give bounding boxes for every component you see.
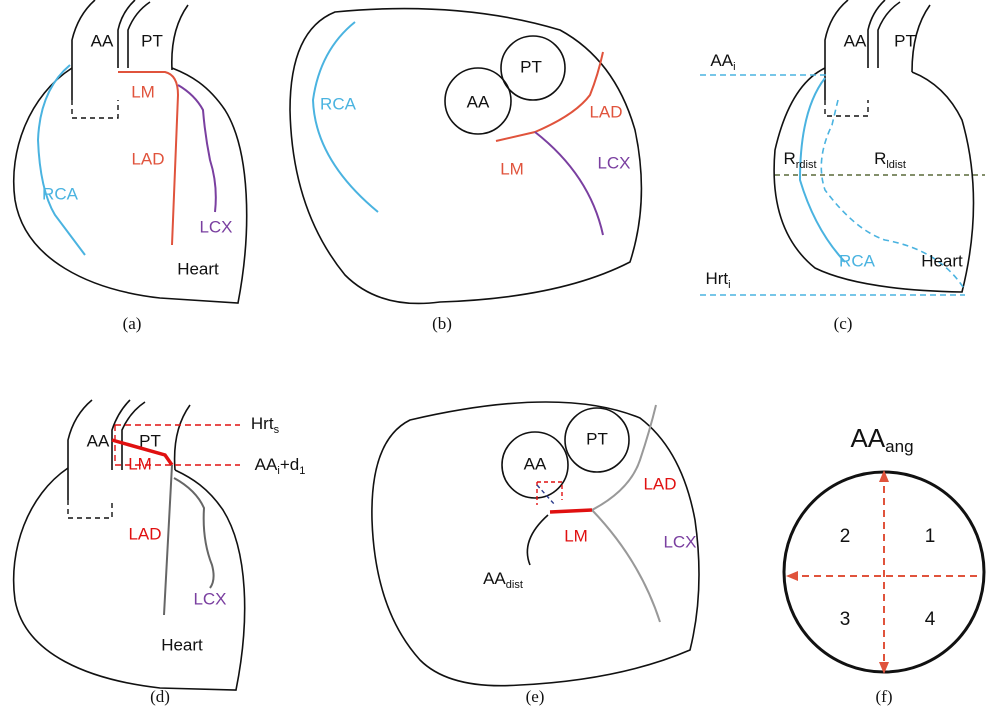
label: LAD (589, 102, 622, 121)
caption: (c) (834, 314, 853, 333)
panel-f: AAang 2 1 3 4 (f) (784, 423, 984, 706)
label: PT (894, 31, 916, 50)
caption: (d) (150, 687, 170, 706)
panel-d: AA PT Hrts LM AAi+d1 LAD LCX Heart (d) (14, 400, 306, 706)
shape (72, 0, 188, 100)
label: LM (564, 526, 588, 545)
caption: (e) (526, 687, 545, 706)
label: 2 (840, 526, 851, 547)
label: LCX (597, 153, 630, 172)
shape (72, 100, 118, 118)
label-base: AA (483, 569, 506, 588)
shape (825, 100, 868, 116)
caption: (f) (876, 687, 893, 706)
shape (38, 65, 85, 255)
shape (372, 402, 699, 686)
label-base: Hrt (251, 414, 274, 433)
label: AAi+d1 (255, 455, 306, 476)
caption: (a) (123, 314, 142, 333)
label: Hrti (705, 269, 730, 290)
label: AA (844, 31, 867, 50)
shape (790, 474, 978, 670)
label: AA (91, 31, 114, 50)
label: PT (520, 57, 542, 76)
label: LAD (128, 524, 161, 543)
shape (786, 470, 889, 674)
label: AAdist (483, 569, 523, 590)
label-sub: 1 (299, 465, 305, 477)
label-sub: s (274, 424, 280, 436)
panel-b: RCA AA PT LAD LM LCX (b) (290, 9, 641, 333)
figure: AA PT LM LAD RCA LCX Heart (a) RCA AA PT… (0, 0, 987, 713)
label: Rrdist (783, 149, 816, 170)
label-base: AA (850, 423, 885, 453)
panel-e: AA PT LAD LM LCX AAdist (e) (372, 402, 699, 706)
label: AA (467, 92, 490, 111)
label: RCA (320, 94, 357, 113)
label-base: AA (255, 455, 278, 474)
label: 1 (925, 526, 936, 547)
label: LM (500, 159, 524, 178)
label: 3 (840, 609, 851, 630)
label: PT (586, 429, 608, 448)
label: PT (139, 431, 161, 450)
shape (550, 510, 592, 512)
label: AA (87, 431, 110, 450)
panel-c: AAi AA PT Rrdist Rldist RCA Heart Hrti (… (700, 0, 985, 333)
label: RCA (839, 251, 876, 270)
shape (537, 485, 555, 505)
label: Heart (161, 635, 203, 654)
label-sub: dist (506, 579, 523, 591)
shape (535, 132, 603, 235)
label: Hrts (251, 414, 280, 435)
label: LCX (199, 217, 232, 236)
label: Rldist (874, 149, 906, 170)
caption: (b) (432, 314, 452, 333)
label: Heart (921, 251, 963, 270)
label-sub: i (728, 279, 730, 291)
shape (313, 22, 378, 212)
shape (14, 468, 245, 690)
label-base: R (783, 149, 795, 168)
label: LAD (131, 149, 164, 168)
label: 4 (925, 609, 936, 630)
label: PT (141, 31, 163, 50)
label-sub: ang (885, 437, 913, 456)
label: LCX (663, 532, 696, 551)
label: RCA (42, 184, 79, 203)
label-sub: rdist (796, 159, 817, 171)
panel-a: AA PT LM LAD RCA LCX Heart (a) (14, 0, 247, 333)
label: LM (131, 82, 155, 101)
label-base: +d (280, 455, 299, 474)
label-base: R (874, 149, 886, 168)
label-sub: i (733, 61, 735, 73)
label: AAang (850, 423, 913, 457)
shape (527, 515, 548, 565)
label: Heart (177, 259, 219, 278)
label-sub: ldist (886, 159, 906, 171)
label-base: Hrt (705, 269, 728, 288)
label: LM (128, 454, 152, 473)
label: LCX (193, 589, 226, 608)
shape (537, 482, 562, 505)
label: LAD (643, 474, 676, 493)
label: AA (524, 454, 547, 473)
shape (68, 500, 112, 518)
label: AAi (710, 51, 735, 72)
shape (290, 9, 641, 304)
shape (178, 85, 216, 212)
shape (496, 52, 603, 141)
label-base: AA (710, 51, 733, 70)
